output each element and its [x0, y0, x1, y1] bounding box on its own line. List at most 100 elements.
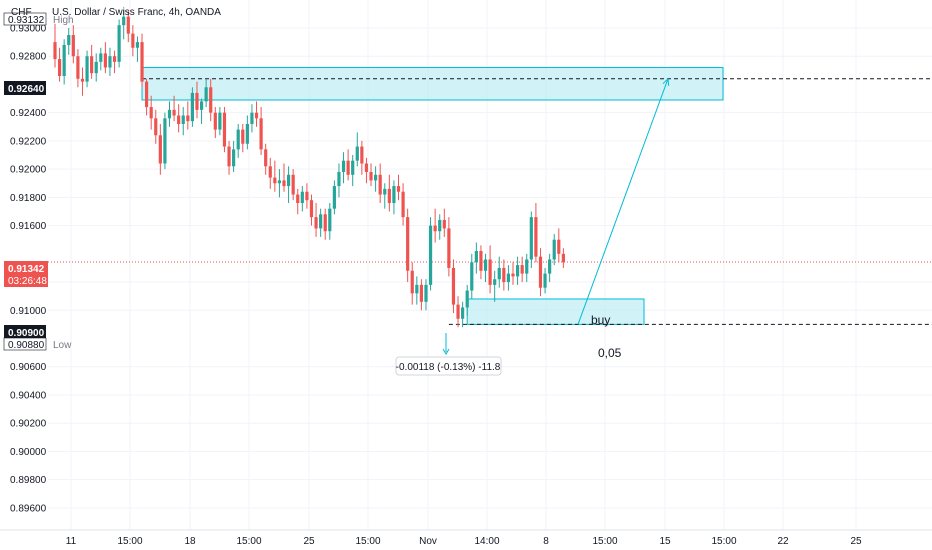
y-tick-label: 0.92800	[10, 52, 47, 63]
candle-bear	[282, 180, 286, 187]
candle-bull	[62, 44, 66, 76]
candle-bull	[122, 16, 126, 26]
resistance-zone[interactable]	[141, 67, 724, 101]
candle-bear	[360, 146, 364, 164]
candle-bear	[520, 265, 524, 274]
candle-bull	[135, 42, 140, 48]
y-tick-label: 0.90200	[10, 419, 47, 430]
candle-bull	[319, 214, 323, 229]
candle-bear	[259, 118, 263, 150]
candle-bull	[286, 174, 291, 187]
x-axis[interactable]: 11 15:00 18 15:00 25 15:00 Nov 14:00 8 15:00 15 15:…	[0, 529, 932, 547]
candle-bull	[470, 262, 474, 291]
measure-tooltip: -0.00118 (-0.13%) -11.8	[395, 333, 502, 376]
arrow-down-icon	[442, 348, 450, 355]
support-value: 0.90900	[8, 328, 45, 339]
candle-bear	[112, 56, 117, 62]
y-axis[interactable]: 0.93000 0.92800 0.92400 0.92200 0.92000 0.918…	[10, 23, 47, 514]
candle-bull	[341, 160, 346, 172]
candle-bear	[53, 42, 57, 60]
y-tick-label: 0.91800	[10, 193, 47, 204]
candle-bear	[387, 188, 391, 204]
candle-bear	[296, 194, 300, 204]
candle-bear	[433, 225, 437, 232]
x-tick-label: 14:00	[474, 536, 499, 547]
candle-bear	[57, 59, 62, 76]
x-tick-label: 15	[659, 536, 671, 547]
candle-bull	[204, 87, 208, 102]
candles-layer	[53, 9, 565, 328]
candle-bear	[76, 56, 80, 79]
x-tick-label: 8	[543, 536, 549, 547]
candle-bear	[103, 53, 107, 68]
candle-bear	[158, 135, 162, 164]
high-value: 0.93132	[8, 15, 45, 26]
candle-bear	[309, 200, 314, 218]
candle-bear	[419, 284, 423, 302]
candle-bull	[117, 25, 121, 62]
currency-label: CHF	[11, 7, 32, 18]
candle-bear	[172, 109, 176, 116]
support-tag: 0.90900	[4, 325, 46, 339]
y-tick-label: 0.90400	[10, 390, 47, 401]
low-value: 0.90880	[8, 340, 45, 351]
candle-bear	[346, 160, 350, 175]
y-tick-label: 0.92400	[10, 108, 47, 119]
x-tick-label: 25	[303, 536, 315, 547]
candle-bull	[232, 149, 236, 167]
candle-bear	[254, 112, 259, 119]
y-tick-label: 0.91600	[10, 221, 47, 232]
candle-bear	[378, 174, 382, 195]
candle-bull	[525, 259, 529, 274]
candle-bear	[131, 33, 135, 48]
candle-bull	[552, 239, 556, 260]
y-tick-label: 0.91000	[10, 306, 47, 317]
candle-bull	[190, 92, 194, 122]
candle-bear	[140, 42, 144, 82]
candle-bull	[67, 35, 71, 45]
candle-bull	[300, 191, 304, 204]
countdown: 03:26:48	[8, 276, 47, 287]
candle-bull	[428, 225, 433, 285]
candle-bull	[328, 208, 332, 232]
x-tick-label: 15:00	[355, 536, 380, 547]
candle-bull	[543, 273, 547, 288]
candle-bear	[406, 217, 410, 271]
candle-bull	[355, 146, 359, 161]
marker-tag: 0.92640	[4, 81, 46, 95]
candle-bear	[186, 115, 190, 122]
candle-bull	[351, 160, 355, 175]
candle-bear	[71, 35, 75, 57]
candle-bear	[396, 186, 401, 192]
candle-bull	[461, 307, 465, 319]
candle-bear	[534, 217, 538, 257]
candle-bull	[548, 259, 552, 274]
x-tick-label: 22	[777, 536, 789, 547]
candle-bear	[305, 191, 309, 201]
candle-bear	[264, 149, 268, 167]
projection-arrow[interactable]	[577, 78, 669, 325]
candle-bear	[511, 273, 515, 277]
candle-bear	[145, 81, 149, 108]
candle-bear	[488, 259, 492, 285]
candle-bull	[250, 112, 254, 124]
y-tick-label: 0.92000	[10, 165, 47, 176]
candle-bull	[374, 174, 378, 181]
candle-bull	[245, 123, 249, 144]
candle-bear	[291, 174, 295, 195]
instrument-title: U.S. Dollar / Swiss Franc, 4h, OANDA	[52, 7, 221, 18]
arrow-head-icon	[662, 77, 670, 86]
y-tick-label: 0.90600	[10, 362, 47, 373]
candle-bear	[369, 171, 373, 181]
y-tick-label: 0.89600	[10, 503, 47, 514]
buy-zone[interactable]	[466, 298, 645, 325]
x-tick-label: 25	[850, 536, 862, 547]
x-tick-label: 11	[66, 536, 77, 547]
candle-bear	[502, 267, 506, 283]
low-label: Low	[53, 340, 72, 351]
candle-bull	[277, 180, 282, 184]
candle-bear	[80, 78, 85, 82]
candle-bear	[213, 112, 217, 130]
candle-bear	[456, 304, 460, 319]
